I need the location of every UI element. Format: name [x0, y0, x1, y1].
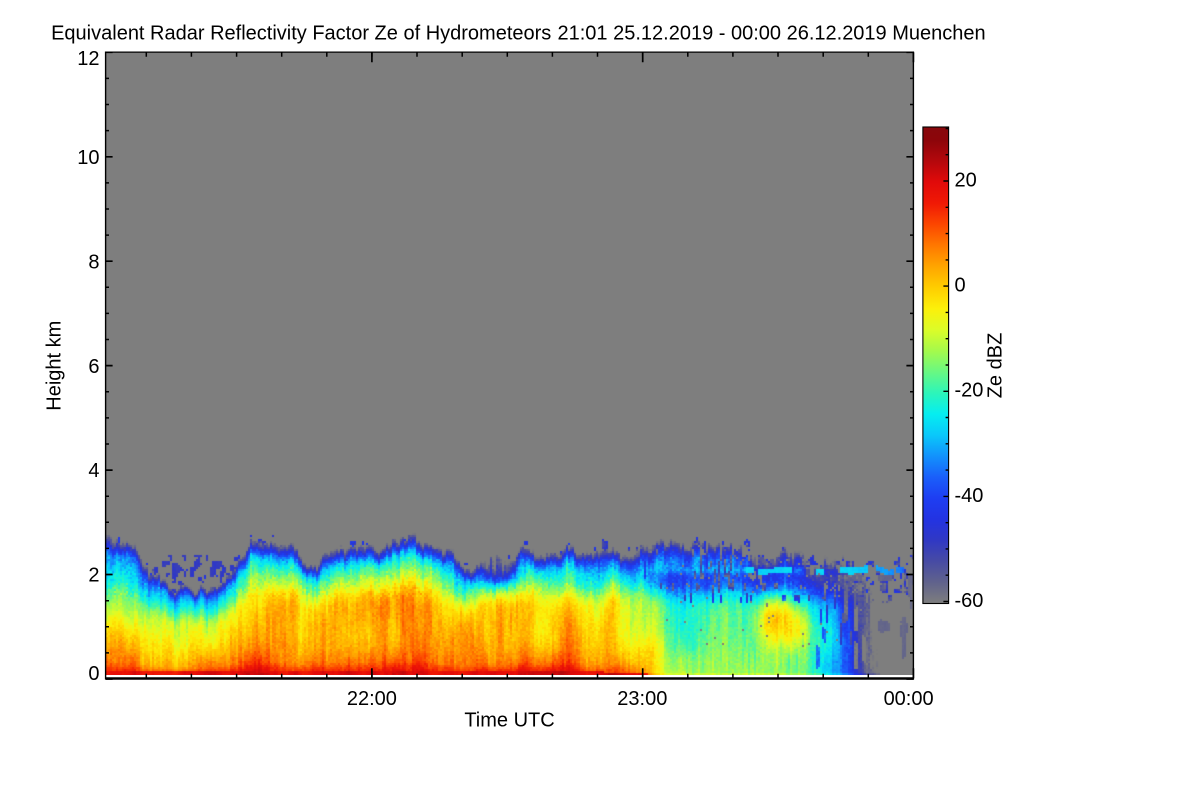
svg-text:-20: -20	[955, 380, 984, 402]
svg-text:4: 4	[88, 460, 99, 482]
svg-text:Ze dBZ: Ze dBZ	[985, 333, 1007, 399]
svg-text:20: 20	[955, 170, 977, 192]
svg-text:2: 2	[88, 565, 99, 587]
svg-text:-60: -60	[955, 590, 984, 612]
svg-text:22:00: 22:00	[347, 688, 397, 710]
svg-text:21:01 25.12.2019 - 00:00 26.12: 21:01 25.12.2019 - 00:00 26.12.2019 Muen…	[558, 22, 986, 44]
svg-text:Time UTC: Time UTC	[464, 709, 554, 731]
svg-text:0: 0	[88, 663, 99, 685]
svg-text:8: 8	[88, 251, 99, 273]
svg-text:12: 12	[77, 48, 99, 70]
svg-text:Height km: Height km	[43, 321, 65, 411]
svg-text:00:00: 00:00	[884, 688, 934, 710]
svg-text:10: 10	[77, 147, 99, 169]
svg-text:-40: -40	[955, 485, 984, 507]
svg-text:6: 6	[88, 356, 99, 378]
svg-text:Equivalent Radar Reflectivity: Equivalent Radar Reflectivity Factor Ze …	[51, 22, 551, 44]
svg-text:0: 0	[955, 275, 966, 297]
svg-text:23:00: 23:00	[617, 688, 667, 710]
